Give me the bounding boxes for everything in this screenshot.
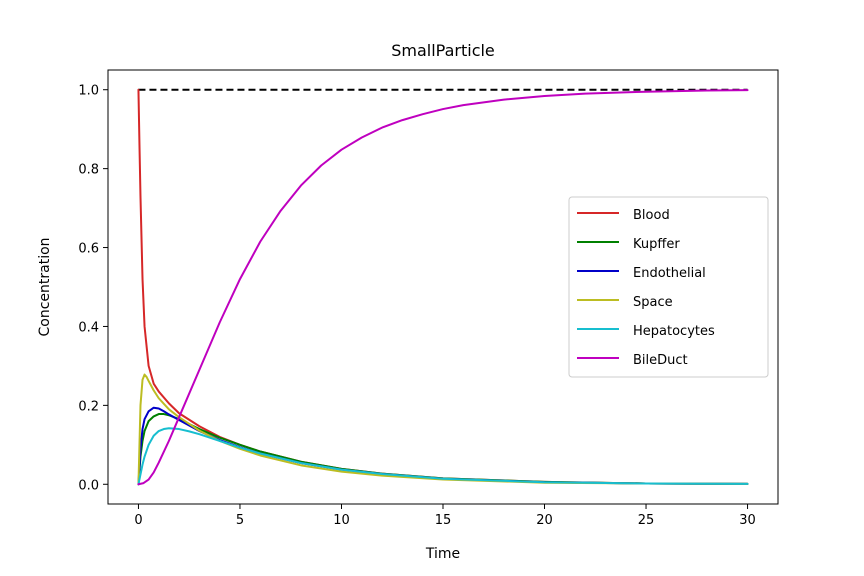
plot-area <box>107 69 779 505</box>
y-tick-label: 0.2 <box>78 399 99 414</box>
series-lines <box>137 88 749 486</box>
chart-title: SmallParticle <box>391 41 495 60</box>
x-tick-label: 0 <box>134 513 142 528</box>
x-tick-label: 25 <box>638 513 655 528</box>
x-tick-label: 10 <box>333 513 350 528</box>
legend-label-space: Space <box>633 295 673 310</box>
legend-box <box>568 196 769 378</box>
legend-label-hepatocytes: Hepatocytes <box>633 324 715 339</box>
series-line-hepatocytes <box>137 427 749 486</box>
y-axis-ticks: 0.0 0.2 0.4 0.6 0.8 1.0 <box>78 84 108 493</box>
y-tick-label: 0.4 <box>78 320 99 335</box>
legend-entries: Blood Kupffer Endothelial Space Hepatocytes B… <box>577 208 715 368</box>
y-tick-label: 0.8 <box>78 163 99 178</box>
x-tick-label: 20 <box>536 513 553 528</box>
y-tick-label: 0.0 <box>78 478 99 493</box>
x-tick-label: 15 <box>435 513 452 528</box>
legend: Blood Kupffer Endothelial Space Hepatocytes B… <box>568 196 769 378</box>
y-axis-label: Concentration <box>37 237 53 336</box>
y-tick-label: 0.6 <box>78 242 99 257</box>
x-tick-label: 5 <box>236 513 244 528</box>
x-tick-label: 30 <box>739 513 756 528</box>
y-tick-label: 1.0 <box>78 84 99 99</box>
legend-label-bileduct: BileDuct <box>633 353 688 368</box>
x-axis-label: Time <box>425 546 460 562</box>
legend-label-endothelial: Endothelial <box>633 266 706 281</box>
legend-label-blood: Blood <box>633 208 670 223</box>
x-axis-ticks: 0 5 10 15 20 25 30 <box>134 504 756 528</box>
series-line-bileduct <box>137 89 749 486</box>
legend-label-kupffer: Kupffer <box>633 237 680 252</box>
series-line-space <box>137 373 749 486</box>
